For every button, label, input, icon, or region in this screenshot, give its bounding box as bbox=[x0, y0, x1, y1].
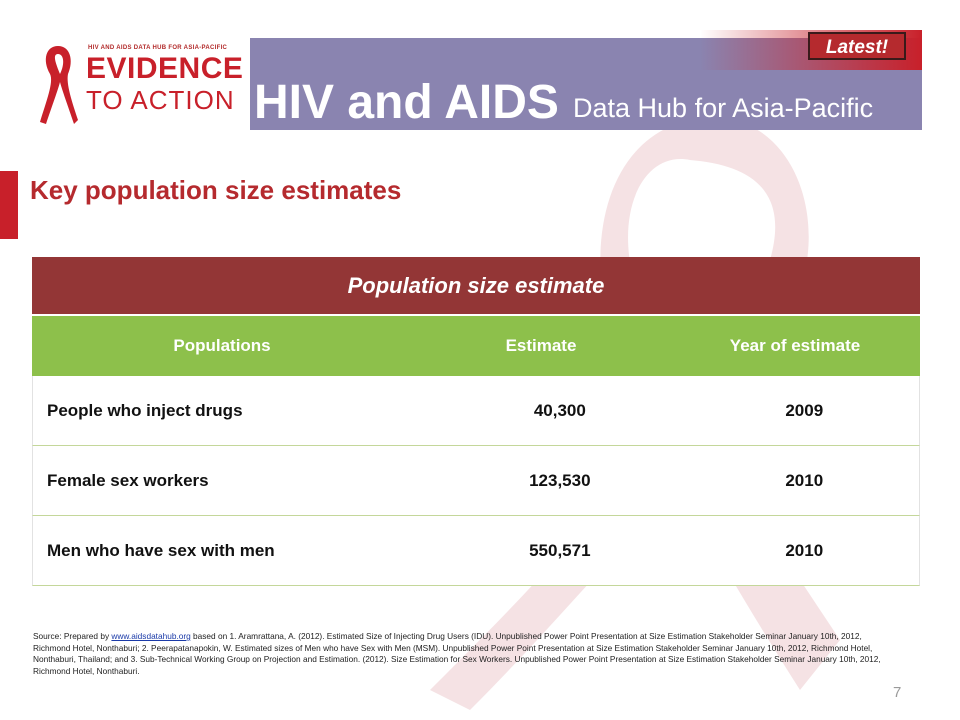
cell-population: Female sex workers bbox=[47, 470, 209, 490]
cell-population: People who inject drugs bbox=[47, 400, 243, 420]
logo-evidence: EVIDENCE bbox=[86, 52, 244, 85]
cell-year: 2009 bbox=[785, 400, 824, 420]
header-banner: HIV AND AIDS DATA HUB FOR ASIA-PACIFIC E… bbox=[0, 30, 922, 130]
site-subtitle: Data Hub for Asia-Pacific bbox=[573, 93, 874, 123]
source-text: based on 1. Aramrattana, A. (2012). Esti… bbox=[33, 631, 881, 676]
table-row: Female sex workers 123,530 2010 bbox=[32, 446, 920, 516]
page-number: 7 bbox=[893, 684, 902, 701]
table-column-headers: Populations Estimate Year of estimate bbox=[32, 316, 920, 376]
logo-area: HIV AND AIDS DATA HUB FOR ASIA-PACIFIC E… bbox=[0, 38, 250, 130]
source-prefix: Source: Prepared by bbox=[33, 631, 112, 641]
logo-tagline: HIV AND AIDS DATA HUB FOR ASIA-PACIFIC bbox=[88, 45, 228, 51]
cell-year: 2010 bbox=[785, 540, 824, 560]
table-caption: Population size estimate bbox=[32, 257, 920, 316]
cell-estimate: 123,530 bbox=[529, 470, 591, 490]
red-ribbon-icon bbox=[40, 46, 78, 124]
cell-estimate: 550,571 bbox=[529, 540, 591, 560]
title-accent-bar bbox=[0, 171, 18, 239]
population-table: Population size estimate Populations Est… bbox=[32, 257, 920, 586]
latest-badge[interactable]: Latest! bbox=[808, 32, 906, 60]
column-header-populations: Populations bbox=[173, 336, 271, 355]
cell-estimate: 40,300 bbox=[533, 400, 586, 420]
site-title: HIV and AIDS bbox=[254, 76, 559, 129]
page-title: Key population size estimates bbox=[30, 175, 402, 205]
logo-to-action: TO ACTION bbox=[86, 85, 235, 115]
table-row: Men who have sex with men 550,571 2010 bbox=[32, 516, 920, 586]
cell-year: 2010 bbox=[785, 470, 824, 490]
cell-population: Men who have sex with men bbox=[47, 540, 275, 560]
column-header-estimate: Estimate bbox=[505, 336, 577, 355]
table-row: People who inject drugs 40,300 2009 bbox=[32, 376, 920, 446]
source-note: Source: Prepared by www.aidsdatahub.org … bbox=[33, 631, 885, 677]
column-header-year: Year of estimate bbox=[729, 336, 861, 355]
source-link[interactable]: www.aidsdatahub.org bbox=[111, 631, 191, 641]
